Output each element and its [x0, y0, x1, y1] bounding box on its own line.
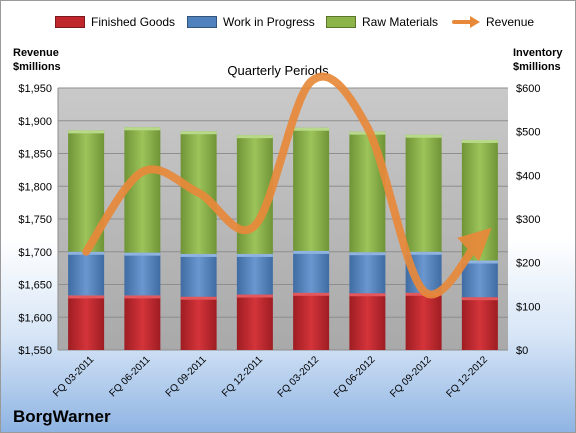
bar-finished-goods — [293, 292, 330, 350]
legend-item-raw-materials: Raw Materials — [326, 15, 438, 29]
bar-work-in-progress-cap — [349, 252, 386, 256]
bar-raw-materials-cap — [293, 127, 330, 131]
bar-work-in-progress — [236, 253, 273, 295]
bar-raw-materials — [124, 127, 161, 253]
bar-work-in-progress-cap — [180, 253, 217, 257]
bar-work-in-progress — [124, 252, 161, 296]
revenue-line — [82, 72, 492, 299]
x-tick-label: FQ 06-2012 — [332, 354, 378, 400]
right-tick-label: $300 — [516, 214, 540, 226]
left-tick-label: $1,750 — [18, 214, 52, 226]
bar-finished-goods — [405, 292, 442, 350]
legend-label-wip: Work in Progress — [223, 15, 315, 29]
bar-finished-goods-cap — [461, 297, 498, 301]
right-axis-title-line1: Inventory — [513, 47, 563, 59]
right-axis-title: Inventory $millions — [513, 46, 563, 74]
bar-finished-goods — [461, 297, 498, 350]
bar-work-in-progress-cap — [236, 253, 273, 257]
x-tick-label: FQ 09-2012 — [388, 354, 434, 400]
legend-swatch-wip — [187, 16, 217, 28]
bar-work-in-progress — [461, 260, 498, 298]
left-axis-title-line2: $millions — [13, 61, 61, 73]
bar-finished-goods — [349, 293, 386, 350]
bar-work-in-progress — [349, 252, 386, 294]
bar-finished-goods — [124, 295, 161, 350]
right-axis-title-line2: $millions — [513, 61, 561, 73]
legend-label-finished: Finished Goods — [91, 15, 176, 29]
x-tick-label: FQ 09-2011 — [164, 354, 209, 399]
bar-finished-goods-cap — [293, 292, 330, 296]
bar-finished-goods — [236, 294, 273, 350]
right-tick-label: $600 — [516, 83, 540, 95]
bar-work-in-progress-cap — [124, 252, 161, 256]
legend-item-revenue: Revenue — [452, 15, 534, 29]
bar-raw-materials-cap — [68, 130, 105, 134]
bar-work-in-progress — [68, 251, 105, 296]
x-tick-label: FQ 03-2011 — [51, 354, 96, 399]
bar-work-in-progress — [180, 253, 217, 297]
legend-item-finished-goods: Finished Goods — [55, 15, 175, 29]
bar-raw-materials — [293, 127, 330, 251]
bar-finished-goods — [180, 296, 217, 350]
x-tick-label: FQ 12-2011 — [220, 354, 265, 399]
bar-finished-goods-cap — [124, 295, 161, 299]
right-tick-label: $0 — [516, 345, 528, 357]
bar-work-in-progress-cap — [461, 260, 498, 264]
x-tick-label: FQ 06-2011 — [108, 354, 153, 399]
left-tick-label: $1,950 — [18, 83, 52, 95]
bar-work-in-progress-cap — [405, 251, 442, 255]
chart-title: Quarterly Periods — [227, 63, 329, 78]
legend-item-work-in-progress: Work in Progress — [187, 15, 315, 29]
legend-label-raw: Raw Materials — [362, 15, 439, 29]
bar-finished-goods — [68, 295, 105, 350]
company-name: BorgWarner — [13, 407, 111, 426]
bar-work-in-progress-cap — [293, 250, 330, 254]
left-axis-title-line1: Revenue — [13, 47, 59, 59]
bar-raw-materials-cap — [180, 131, 217, 135]
bar-work-in-progress — [293, 250, 330, 293]
bar-raw-materials — [405, 134, 442, 252]
x-tick-label: FQ 03-2012 — [276, 354, 322, 400]
right-tick-label: $100 — [516, 301, 540, 313]
legend: Finished Goods Work in Progress Raw Mate… — [1, 15, 575, 35]
bar-finished-goods-cap — [180, 296, 217, 300]
bar-raw-materials-cap — [405, 134, 442, 138]
legend-swatch-finished — [55, 16, 85, 28]
left-tick-label: $1,800 — [18, 181, 52, 193]
bar-raw-materials-cap — [461, 139, 498, 143]
bar-finished-goods-cap — [349, 293, 386, 297]
left-tick-label: $1,700 — [18, 247, 52, 259]
left-tick-label: $1,600 — [18, 312, 52, 324]
left-tick-label: $1,550 — [18, 345, 52, 357]
left-axis-title: Revenue $millions — [13, 46, 61, 74]
bar-raw-materials-cap — [236, 135, 273, 139]
right-tick-label: $200 — [516, 258, 540, 270]
legend-swatch-raw — [326, 16, 356, 28]
legend-swatch-revenue — [452, 16, 480, 28]
legend-label-revenue: Revenue — [486, 15, 535, 29]
bar-raw-materials-cap — [124, 127, 161, 131]
x-tick-label: FQ 12-2012 — [444, 354, 490, 400]
right-tick-label: $400 — [516, 170, 540, 182]
left-tick-label: $1,850 — [18, 149, 52, 161]
left-tick-label: $1,650 — [18, 280, 52, 292]
bar-finished-goods-cap — [68, 295, 105, 299]
right-tick-label: $500 — [516, 127, 540, 139]
bar-finished-goods-cap — [236, 294, 273, 298]
left-tick-label: $1,900 — [18, 116, 52, 128]
